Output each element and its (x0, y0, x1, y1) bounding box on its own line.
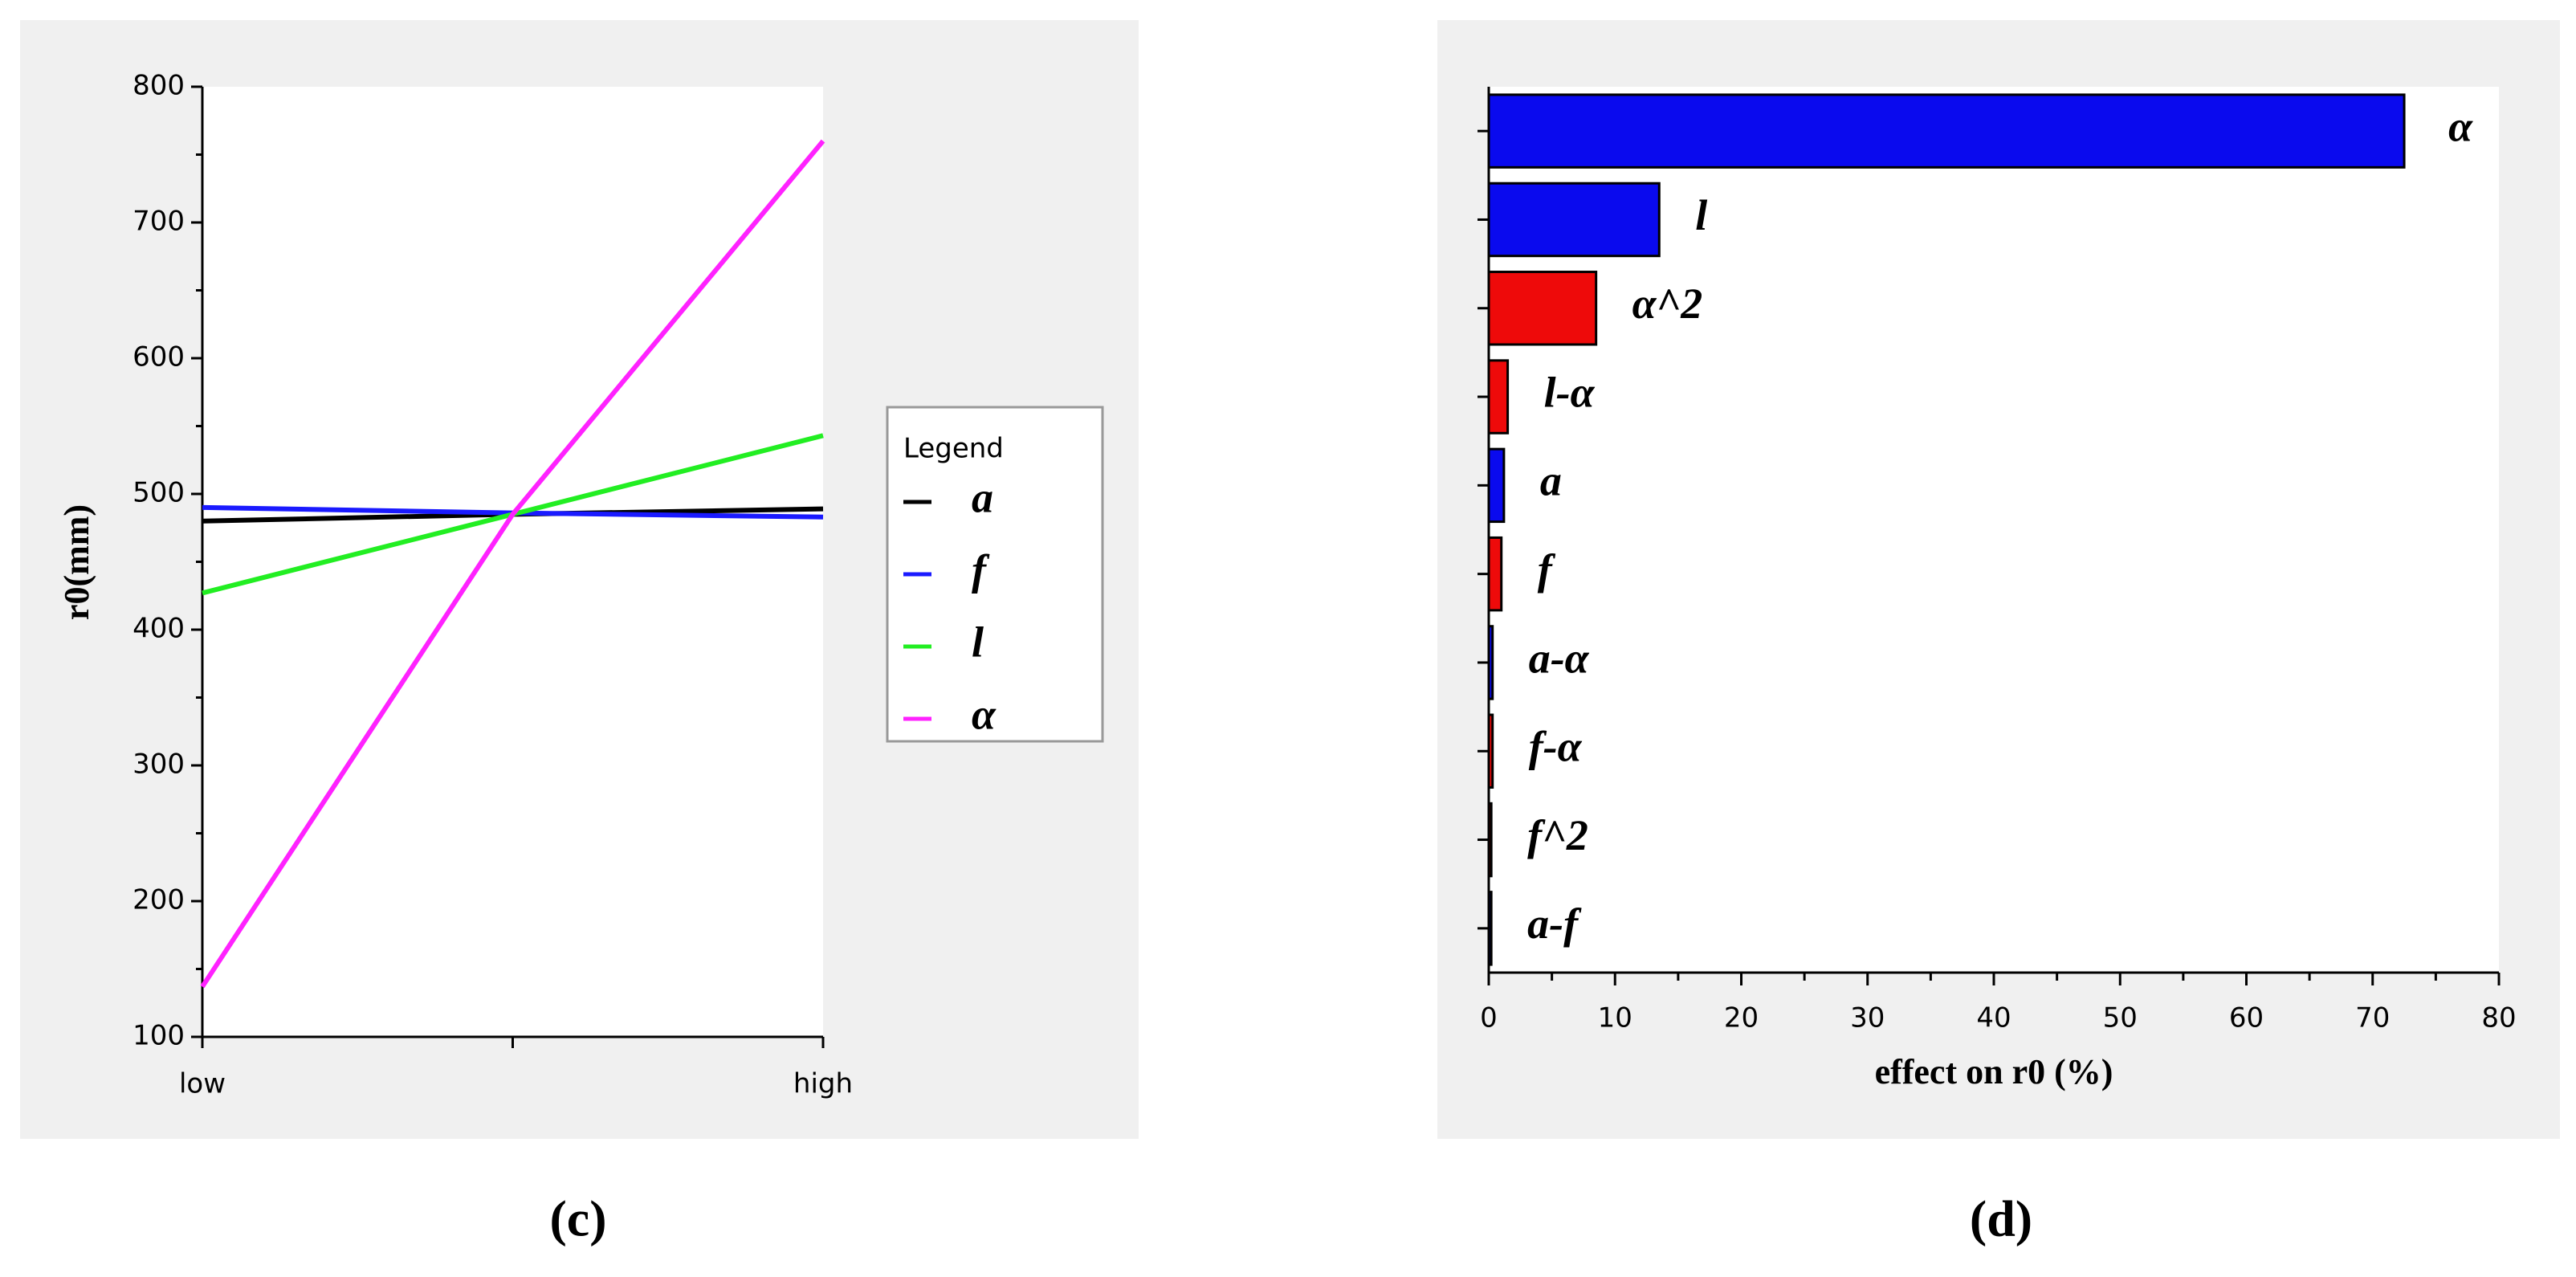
bar-label: l-α (1544, 368, 1596, 416)
bar-label: α (2448, 103, 2473, 151)
bar (1487, 713, 1494, 789)
legend-label: f (972, 545, 990, 594)
bar (1487, 536, 1503, 612)
y-tick-label: 700 (132, 206, 185, 238)
x-tick-label: 30 (1850, 1002, 1885, 1034)
legend-label: l (972, 618, 984, 666)
x-tick-label: 80 (2481, 1002, 2516, 1034)
x-tick-label: 60 (2229, 1002, 2264, 1034)
x-axis-label: effect on r0 (%) (1875, 1052, 2113, 1091)
bar (1487, 271, 1598, 346)
bar (1487, 891, 1493, 966)
x-tick-label: 10 (1598, 1002, 1632, 1034)
bar-label: f (1538, 545, 1556, 594)
x-tick-label: high (793, 1068, 853, 1100)
bar (1487, 447, 1506, 524)
y-tick-label: 200 (132, 884, 185, 916)
caption: (c) (549, 1190, 606, 1247)
x-tick-label: 20 (1724, 1002, 1759, 1034)
y-axis-label: r0(mm) (57, 504, 96, 620)
plot-area (202, 87, 823, 1037)
bar (1487, 359, 1510, 435)
bar-label: f^2 (1527, 811, 1588, 859)
y-tick-label: 100 (132, 1020, 185, 1052)
bar (1487, 802, 1493, 878)
bar (1487, 182, 1661, 258)
bar-label: l (1695, 191, 1707, 239)
x-tick-label: 0 (1480, 1002, 1498, 1034)
bar-label: α^2 (1632, 279, 1703, 328)
y-tick-label: 300 (132, 749, 185, 781)
bar-label: a-f (1527, 900, 1582, 948)
y-tick-label: 500 (132, 477, 185, 509)
legend-title: Legend (903, 433, 1004, 465)
bar-label: a-α (1529, 634, 1590, 682)
legend-label: a (972, 473, 993, 521)
bar-label: a (1540, 457, 1562, 505)
bar-label: f-α (1529, 723, 1583, 771)
y-tick-label: 400 (132, 613, 185, 645)
caption: (d) (1970, 1190, 2032, 1247)
x-tick-label: 70 (2355, 1002, 2390, 1034)
x-tick-label: 50 (2103, 1002, 2138, 1034)
series-line (200, 139, 825, 989)
y-tick-label: 800 (132, 70, 185, 102)
x-tick-label: low (179, 1068, 226, 1100)
y-tick-label: 600 (132, 341, 185, 373)
bar (1487, 625, 1494, 700)
x-tick-label: 40 (1976, 1002, 2011, 1034)
bar (1487, 93, 2406, 169)
legend-label: α (972, 690, 997, 738)
